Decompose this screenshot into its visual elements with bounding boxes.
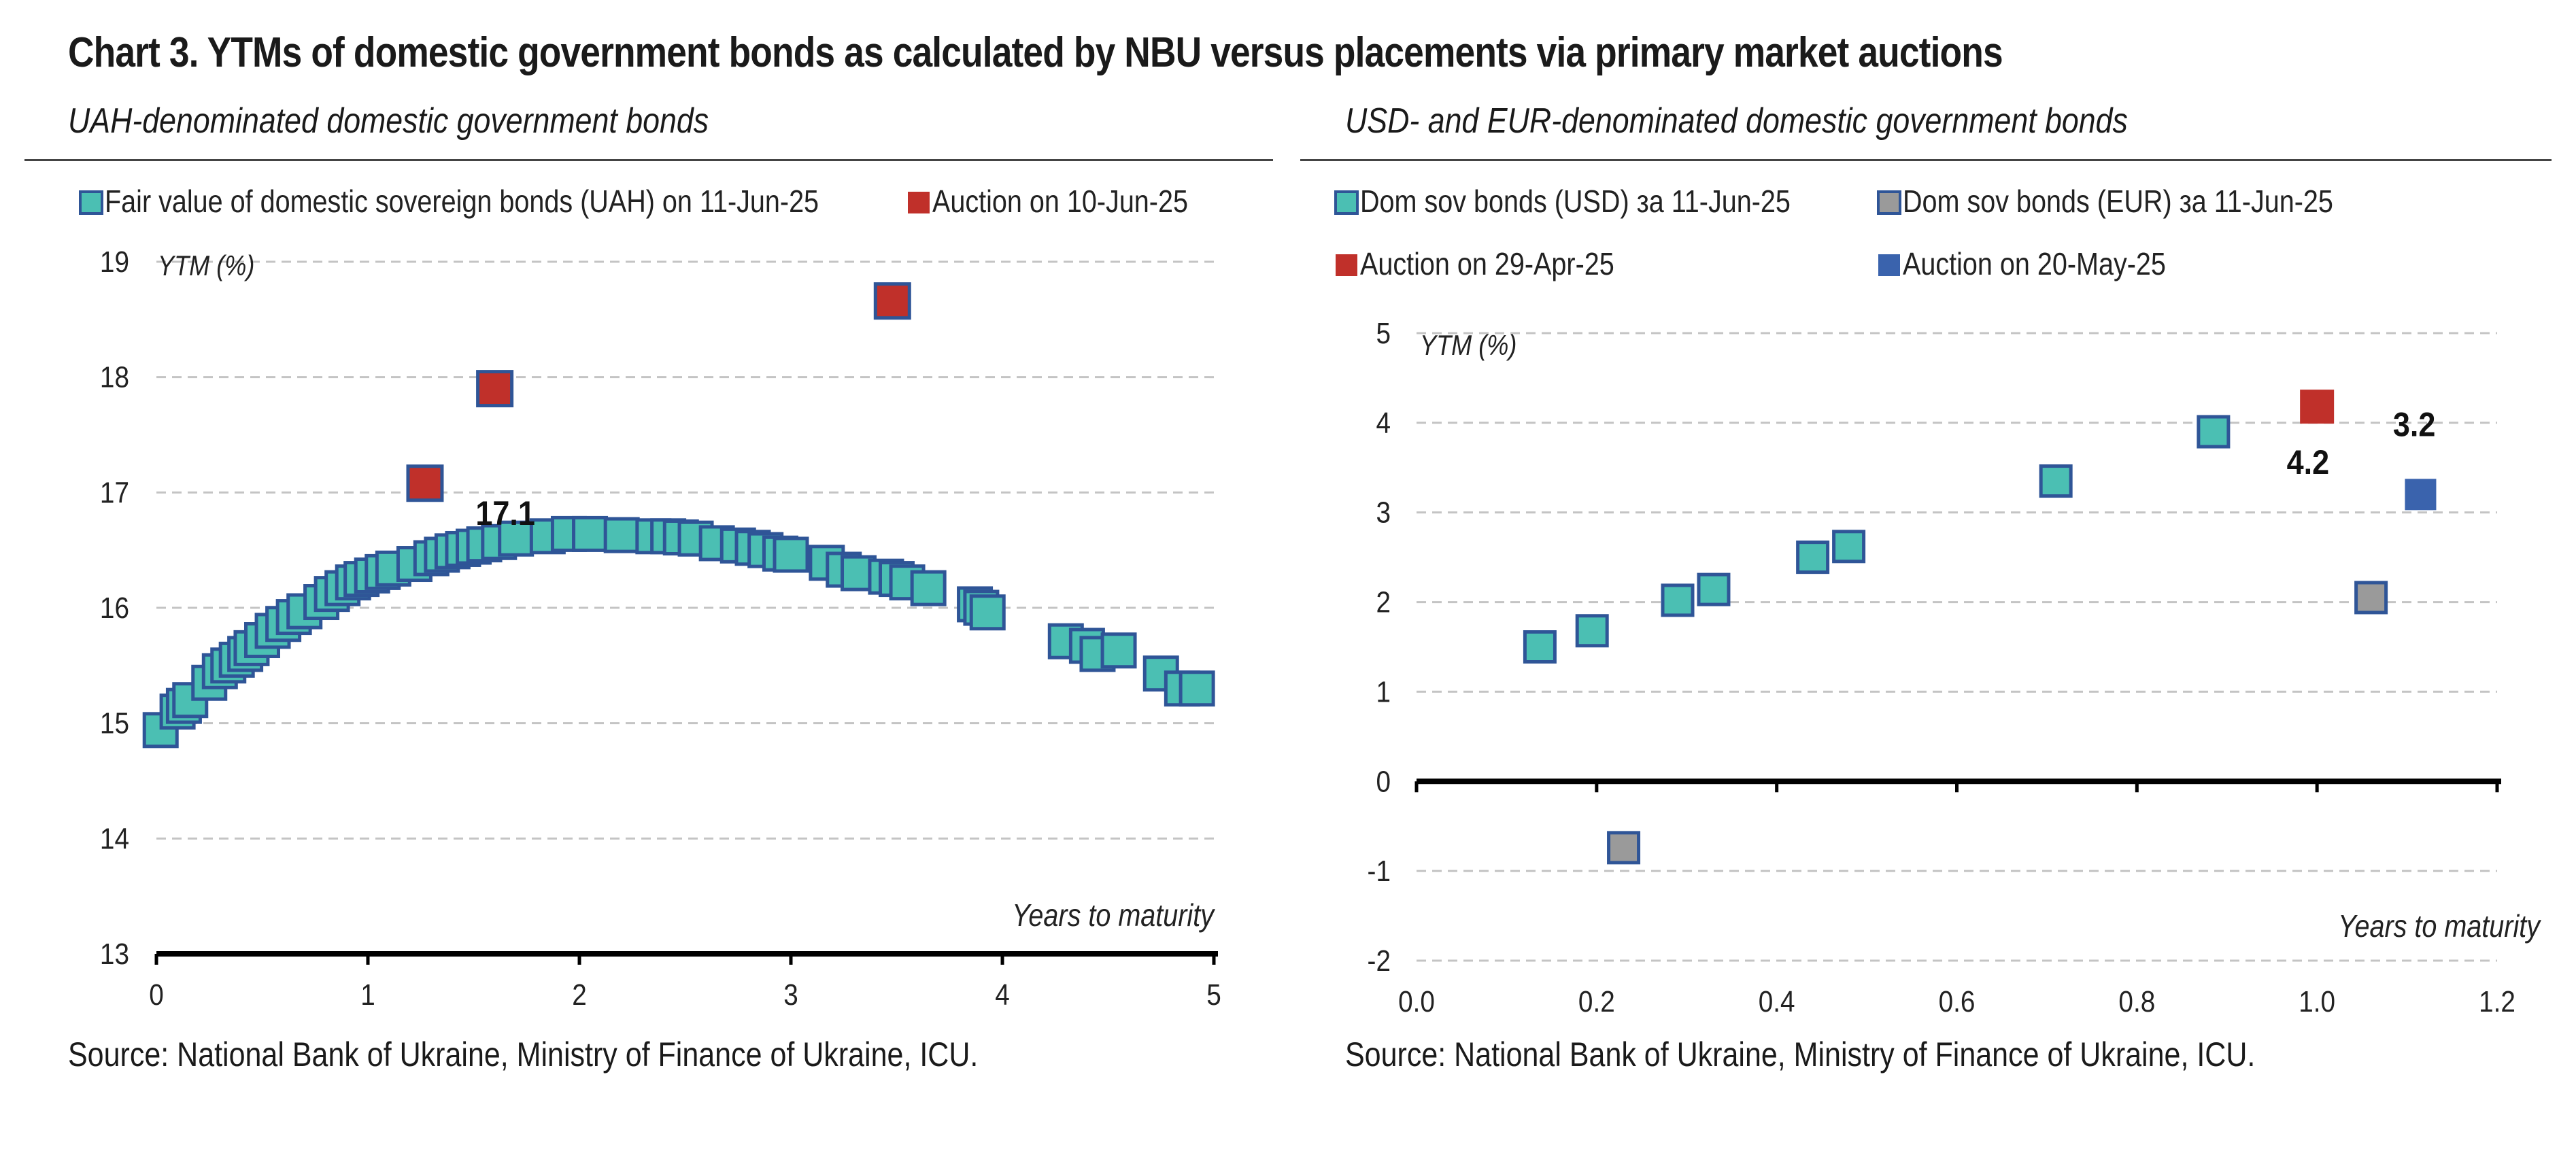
legend-item: Auction on 20-May-25: [1878, 247, 2166, 282]
x-tick-label: 4: [995, 978, 1010, 1012]
right-source-note: Source: National Bank of Ukraine, Minist…: [1345, 1035, 2256, 1073]
y-tick-label: 16: [100, 591, 129, 625]
legend-label: Fair value of domestic sovereign bonds (…: [105, 184, 819, 219]
left-source-note: Source: National Bank of Ukraine, Minist…: [68, 1035, 979, 1073]
series-4: [2405, 479, 2437, 511]
legend-item: Auction on 10-Jun-25: [908, 184, 1188, 220]
data-point: [1796, 540, 1830, 574]
legend-label: Auction on 29-Apr-25: [1360, 247, 1614, 281]
data-point: [1179, 670, 1215, 707]
data-point: [873, 282, 911, 320]
data-point: [969, 594, 1006, 631]
legend-label: Dom sov bonds (EUR) за 11-Jun-25: [1903, 184, 2333, 219]
y-axis-title: YTM (%): [158, 251, 254, 282]
data-point: [1832, 530, 1866, 564]
y-tick-label: -2: [1368, 944, 1391, 978]
legend-swatch: [908, 192, 930, 213]
data-point: [603, 517, 640, 553]
left-panel-subtitle: UAH-denominated domestic government bond…: [68, 101, 709, 141]
y-tick-label: 0: [1376, 764, 1391, 798]
series-3: [2300, 390, 2335, 424]
series-1: [142, 515, 1215, 749]
data-point: [572, 515, 609, 552]
left-panel-divider: [24, 159, 1273, 161]
data-point: [1697, 572, 1731, 606]
series-2: [406, 282, 911, 502]
y-tick-label: 1: [1376, 674, 1391, 708]
legend-swatch: [1877, 190, 1901, 215]
y-tick-label: 19: [100, 245, 129, 279]
data-point: [406, 464, 444, 502]
y-tick-label: 15: [100, 706, 129, 740]
data-point: [2354, 581, 2388, 615]
x-tick-label: 1.2: [2479, 984, 2515, 1018]
y-tick-label: 2: [1376, 585, 1391, 619]
data-point: [2405, 479, 2437, 511]
data-label: 4.2: [2287, 444, 2330, 482]
data-point: [773, 536, 809, 573]
series-1: [1523, 415, 2231, 664]
legend-item: Dom sov bonds (USD) за 11-Jun-25: [1334, 184, 1791, 220]
x-tick-label: 0.8: [2118, 984, 2155, 1018]
data-point: [1661, 583, 1695, 617]
legend-item: Fair value of domestic sovereign bonds (…: [79, 184, 819, 220]
data-point: [1523, 630, 1557, 664]
x-tick-label: 5: [1206, 978, 1221, 1012]
legend-item: Dom sov bonds (EUR) за 11-Jun-25: [1877, 184, 2333, 220]
legend-label: Dom sov bonds (USD) за 11-Jun-25: [1360, 184, 1791, 219]
data-point: [1575, 614, 1609, 648]
x-tick-label: 3: [783, 978, 798, 1012]
legend-swatch: [1336, 254, 1357, 276]
y-tick-label: 18: [100, 360, 129, 394]
data-label: 3.2: [2393, 406, 2436, 444]
data-label: 17.1: [475, 495, 535, 533]
legend-label: Auction on 10-Jun-25: [932, 184, 1188, 219]
data-point: [1607, 831, 1641, 865]
x-axis-title: Years to maturity: [1012, 898, 1215, 933]
y-tick-label: -1: [1368, 854, 1391, 888]
legend-swatch: [79, 190, 103, 215]
legend-swatch: [1334, 190, 1359, 215]
y-tick-label: 3: [1376, 495, 1391, 529]
data-point: [1100, 632, 1137, 669]
data-point: [2039, 464, 2073, 498]
x-tick-label: 1.0: [2299, 984, 2335, 1018]
legend-item: Auction on 29-Apr-25: [1336, 247, 1614, 282]
legend-label: Auction on 20-May-25: [1903, 247, 2166, 281]
data-point: [2197, 415, 2231, 449]
chart-panel-1: 13 14 15 16 17 18 19 0 1 2 3 4 5 YTM (%) Years to matu…: [79, 184, 1221, 1012]
legend-swatch: [1878, 254, 1900, 276]
y-tick-label: 5: [1376, 316, 1391, 350]
y-axis-title: YTM (%): [1420, 330, 1516, 362]
y-tick-label: 13: [100, 937, 129, 971]
series-2: [1607, 581, 2388, 865]
x-tick-label: 0.4: [1759, 984, 1795, 1018]
x-tick-label: 1: [360, 978, 375, 1012]
data-point: [910, 570, 947, 606]
x-tick-label: 0.6: [1939, 984, 1976, 1018]
x-tick-label: 2: [572, 978, 587, 1012]
y-tick-label: 17: [100, 475, 129, 509]
right-panel-subtitle: USD- and EUR-denominated domestic govern…: [1345, 101, 2128, 141]
chart-panel-2: -2 -1 0 1 2 3 4 5 0.0 0.2 0.4 0.6 0.8 1.0 1.2 YTM (%) Ye…: [1334, 184, 2541, 1018]
x-tick-label: 0.0: [1398, 984, 1435, 1018]
chart-title: Chart 3. YTMs of domestic government bon…: [68, 29, 2003, 76]
y-tick-label: 4: [1376, 406, 1391, 440]
y-tick-label: 14: [100, 821, 129, 855]
x-tick-label: 0: [149, 978, 164, 1012]
data-point: [476, 370, 514, 408]
data-point: [2300, 390, 2335, 424]
right-panel-divider: [1300, 159, 2552, 161]
x-axis-title: Years to maturity: [2338, 909, 2541, 944]
x-tick-label: 0.2: [1578, 984, 1615, 1018]
